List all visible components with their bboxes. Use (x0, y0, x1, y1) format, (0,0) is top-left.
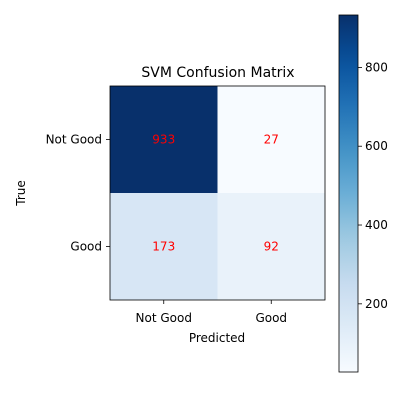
cell-value-label: 92 (264, 240, 279, 254)
heatmap-cell (217, 86, 325, 193)
colorbar-tick-label: 200 (365, 297, 388, 311)
chart-title: SVM Confusion Matrix (141, 65, 294, 81)
y-tick-label: Not Good (46, 133, 102, 147)
plot-frame (109, 85, 326, 301)
cell-value-label: 27 (264, 133, 279, 147)
x-axis-label: Predicted (189, 331, 245, 345)
colorbar (339, 15, 358, 372)
y-axis-label: True (14, 180, 28, 207)
x-tick-label: Good (255, 311, 287, 325)
cell-value-label: 173 (152, 240, 175, 254)
heatmap-cell (110, 86, 218, 193)
colorbar-ticks: 200 400 600 800 (358, 60, 388, 311)
y-axis-ticks: Not Good Good (46, 133, 110, 254)
x-tick-label: Not Good (136, 311, 192, 325)
y-tick-label: Good (70, 240, 102, 254)
colorbar-frame (338, 14, 359, 373)
heatmap-cells: 933 27 173 92 (110, 86, 325, 300)
heatmap-cell (217, 193, 325, 300)
x-axis-ticks: Not Good Good (136, 300, 287, 325)
heatmap-cell (110, 193, 218, 300)
colorbar-tick-label: 400 (365, 218, 388, 232)
colorbar-tick-label: 800 (365, 60, 388, 74)
cell-value-label: 933 (152, 133, 175, 147)
colorbar-tick-label: 600 (365, 139, 388, 153)
